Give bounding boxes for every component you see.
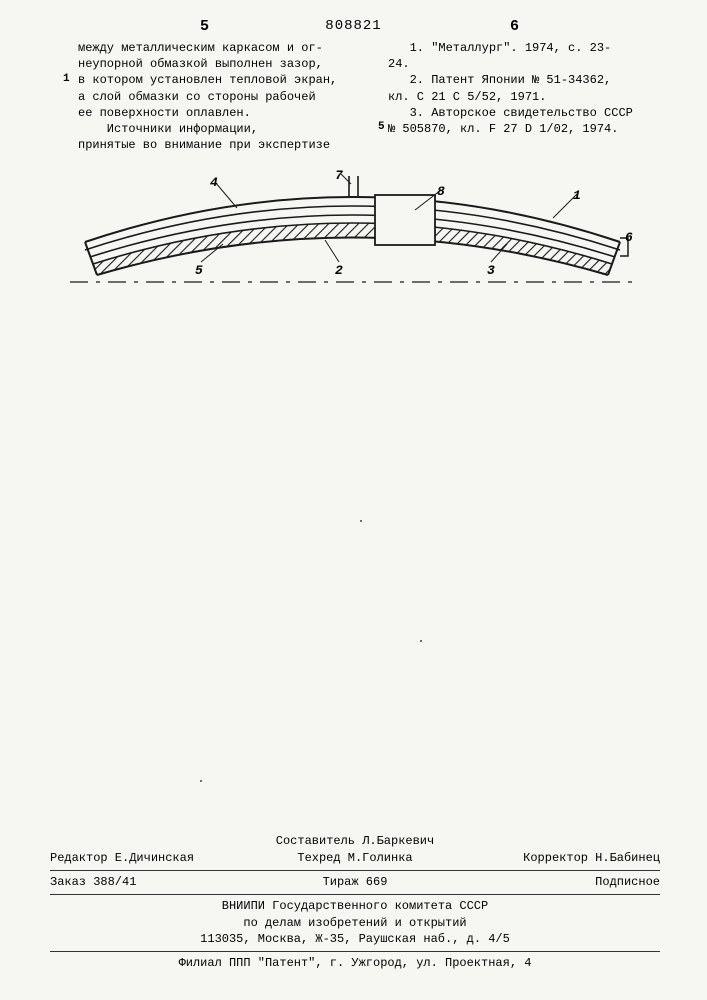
footer-corrector: Корректор Н.Бабинец	[457, 850, 660, 867]
document-number: 808821	[325, 18, 381, 34]
fig-label-7: 7	[335, 168, 343, 183]
fig-label-3: 3	[487, 263, 495, 278]
noise-dot	[200, 780, 202, 782]
right-column-text: 1. "Металлург". 1974, с. 23- 24. 2. Пате…	[388, 40, 668, 137]
footer-compiler: Составитель Л.Баркевич	[50, 833, 660, 850]
fig-label-5: 5	[195, 263, 203, 278]
footer-divider	[50, 951, 660, 952]
footer-branch: Филиал ППП "Патент", г. Ужгород, ул. Про…	[50, 955, 660, 972]
technical-diagram: 1 2 3 4 5 6 7 8	[55, 170, 650, 290]
footer-block: Составитель Л.Баркевич Редактор Е.Дичинс…	[50, 833, 660, 972]
footer-tirazh: Тираж 669	[253, 874, 456, 891]
footer-tech: Техред М.Голинка	[253, 850, 456, 867]
footer-editor: Редактор Е.Дичинская	[50, 850, 253, 867]
footer-divider	[50, 870, 660, 871]
noise-dot	[360, 520, 362, 522]
fig-label-4: 4	[210, 175, 218, 190]
column-number-left: 5	[200, 18, 209, 35]
fig-label-8: 8	[437, 184, 445, 199]
fig-label-2: 2	[335, 263, 343, 278]
noise-dot	[420, 640, 422, 642]
line-marker-left: 1	[63, 73, 70, 85]
column-number-right: 6	[510, 18, 519, 35]
fig-label-1: 1	[573, 188, 581, 203]
footer-subscription: Подписное	[457, 874, 660, 891]
diagram-svg	[55, 170, 650, 290]
footer-order: Заказ 388/41	[50, 874, 253, 891]
footer-address1: 113035, Москва, Ж-35, Раушская наб., д. …	[50, 931, 660, 948]
line-marker-right: 5	[378, 121, 385, 133]
footer-divider	[50, 894, 660, 895]
patent-page: 5 808821 6 1 5 между металлическим карка…	[0, 0, 707, 1000]
footer-org2: по делам изобретений и открытий	[50, 915, 660, 932]
left-column-text: между металлическим каркасом и ог- неупо…	[78, 40, 358, 153]
fig-label-6: 6	[625, 230, 633, 245]
footer-org1: ВНИИПИ Государственного комитета СССР	[50, 898, 660, 915]
